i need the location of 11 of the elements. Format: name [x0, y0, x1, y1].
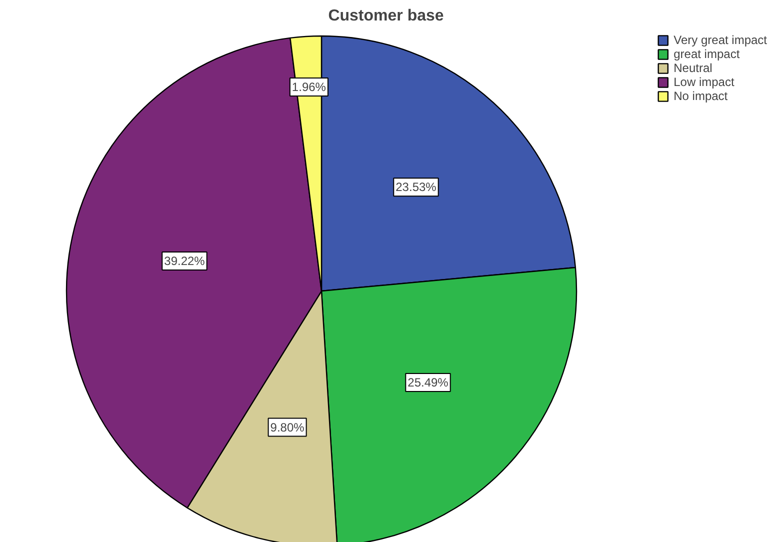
legend-label: Low impact [674, 75, 734, 89]
legend-label: Neutral [674, 61, 712, 75]
data-label: 1.96% [292, 80, 326, 94]
legend-label: No impact [674, 89, 728, 103]
data-label: 25.49% [408, 375, 449, 390]
data-label: 23.53% [396, 180, 437, 194]
data-label: 39.22% [164, 254, 206, 268]
legend-label: great impact [674, 47, 740, 61]
legend-label: Very great impact [674, 33, 767, 47]
chart-title: Customer base [328, 8, 444, 24]
data-label: 9.80% [270, 420, 305, 434]
